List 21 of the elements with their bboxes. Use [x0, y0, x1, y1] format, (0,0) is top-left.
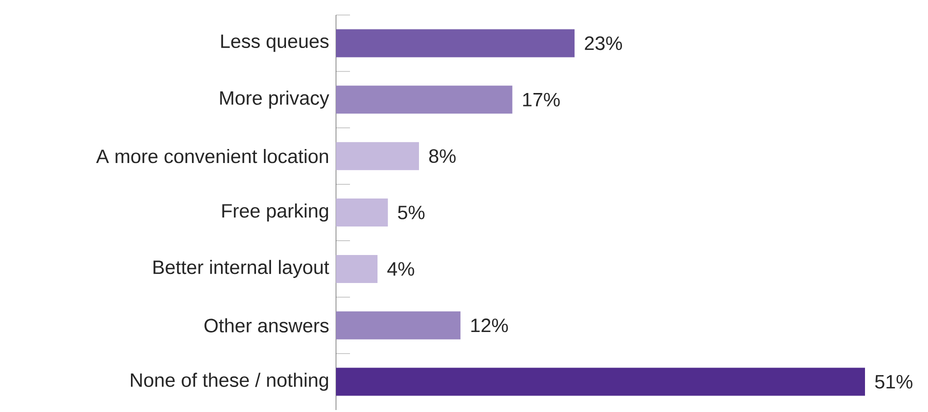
- bar: [336, 29, 575, 58]
- y-tick-label: None of these / nothing: [130, 372, 328, 391]
- bar: [336, 368, 865, 396]
- data-label: 23%: [584, 36, 622, 50]
- bar: [336, 311, 460, 340]
- y-tick-label: A more convenient location: [96, 148, 328, 164]
- bar: [336, 142, 419, 170]
- data-label: 17%: [523, 92, 560, 106]
- data-label: 5%: [398, 206, 425, 220]
- data-label: 8%: [429, 149, 456, 163]
- y-tick-label: Free parking: [222, 204, 328, 222]
- y-tick-label: More privacy: [220, 90, 330, 109]
- y-tick-label: Other answers: [204, 318, 329, 332]
- bar: [336, 198, 388, 227]
- y-tick-label: Less queues: [221, 34, 329, 52]
- bar: [336, 86, 512, 114]
- y-tick-label: Better internal layout: [154, 260, 330, 278]
- data-label: 12%: [471, 318, 508, 332]
- bar: [336, 254, 378, 283]
- data-label: 51%: [875, 374, 912, 389]
- data-label: 4%: [387, 262, 414, 276]
